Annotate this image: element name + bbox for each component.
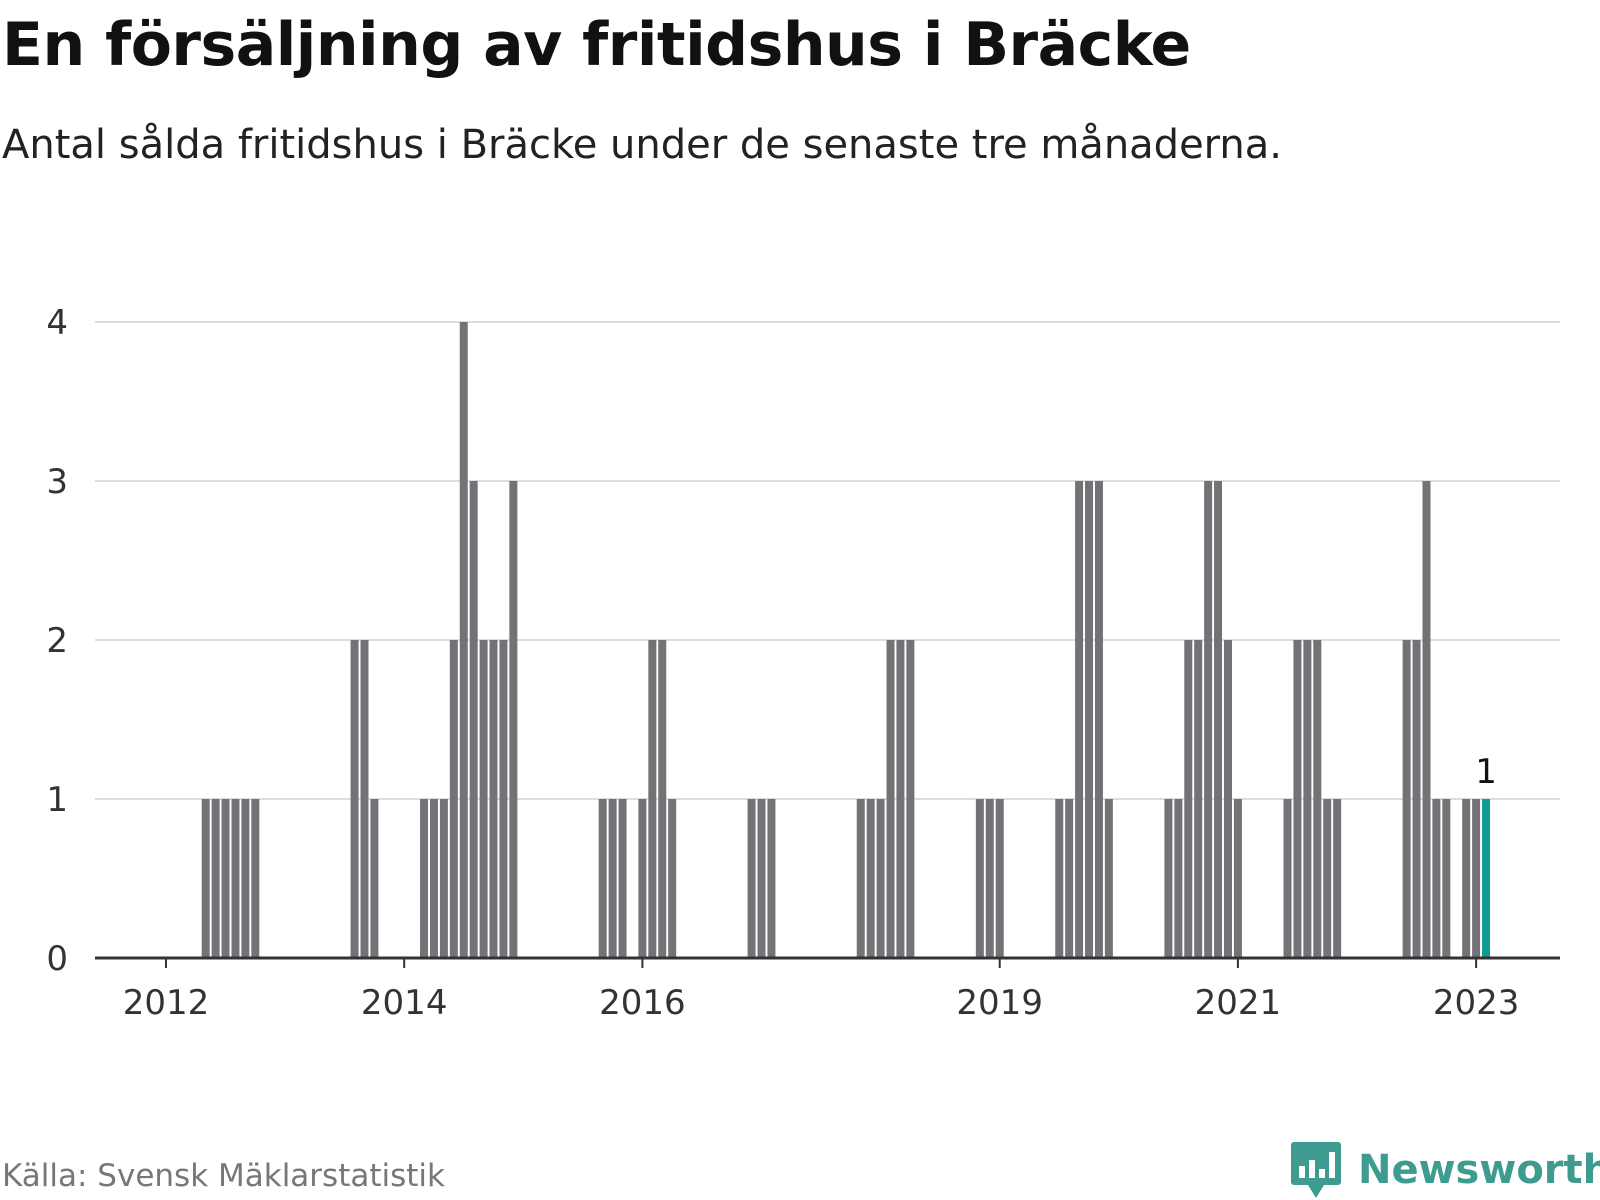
bar [876,799,885,958]
bar [1194,640,1203,958]
bar [469,481,478,958]
bar [886,640,895,958]
x-tick-label: 2012 [123,983,210,1023]
bar [1184,640,1193,958]
chart-subtitle: Antal sålda fritidshus i Bräcke under de… [2,122,1282,168]
bar [985,799,994,958]
brand-logo: Newsworthy [1290,1140,1600,1200]
bar [608,799,617,958]
bar [1104,799,1113,958]
bar [221,799,230,958]
bar [1402,640,1411,958]
bar [1432,799,1441,958]
bar [211,799,220,958]
bar [1303,640,1312,958]
bar [1223,640,1232,958]
bar [856,799,865,958]
bar [509,481,518,958]
bar-chart: 0 1 2 3 4 2012 2014 2016 2019 2021 2023 1 [46,303,1560,1023]
bar [767,799,776,958]
y-tick-label: 4 [46,303,68,343]
bar [618,799,627,958]
bar [1075,481,1084,958]
bar [429,799,438,958]
y-tick-label: 1 [46,780,68,820]
bar [975,799,984,958]
y-tick-label: 0 [46,939,68,979]
bar [1204,481,1213,958]
bar [459,322,468,958]
bar [1293,640,1302,958]
brand-name: Newsworthy [1358,1147,1600,1193]
bar [449,640,458,958]
data-labels: 1 [1475,752,1497,792]
bar [658,640,667,958]
bar [638,799,647,958]
bar [1323,799,1332,958]
bar [1482,799,1491,958]
bar [648,640,657,958]
bar [360,640,369,958]
bar [1422,481,1431,958]
bar [1094,481,1103,958]
bar [479,640,488,958]
bar [1174,799,1183,958]
bar [1472,799,1481,958]
x-tick-label: 2019 [956,983,1043,1023]
bar [241,799,250,958]
gridlines [95,321,1560,800]
bar [1442,799,1451,958]
x-tick-label: 2016 [599,983,686,1023]
bar [201,799,210,958]
bar [1085,481,1094,958]
x-tick-label: 2023 [1433,983,1520,1023]
bar [1214,481,1223,958]
bar [439,799,448,958]
newsworthy-chart-bubble-icon [1291,1142,1341,1198]
bars [201,322,1491,958]
x-tick-label: 2021 [1195,983,1282,1023]
chart-title: En försäljning av fritidshus i Bräcke [2,10,1191,80]
highlight-value-label: 1 [1475,752,1497,792]
bar [906,640,915,958]
bar [1164,799,1173,958]
bar [231,799,240,958]
bar [866,799,875,958]
y-tick-label: 2 [46,621,68,661]
bar [251,799,260,958]
bar [489,640,498,958]
source-note: Källa: Svensk Mäklarstatistik [2,1158,445,1194]
y-axis-ticks: 0 1 2 3 4 [46,303,68,979]
bar [1283,799,1292,958]
y-tick-label: 3 [46,462,68,502]
bar [1333,799,1342,958]
bar [995,799,1004,958]
bar [1412,640,1421,958]
bar [747,799,756,958]
bar [1055,799,1064,958]
x-axis-ticks: 2012 2014 2016 2019 2021 2023 [123,958,1520,1023]
bar [350,640,359,958]
bar [668,799,677,958]
bar [896,640,905,958]
bar [1233,799,1242,958]
bar [420,799,429,958]
x-tick-label: 2014 [361,983,448,1023]
bar [1065,799,1074,958]
bar [1462,799,1471,958]
bar [370,799,379,958]
bar [757,799,766,958]
bar [1313,640,1322,958]
bar [499,640,508,958]
bar [598,799,607,958]
